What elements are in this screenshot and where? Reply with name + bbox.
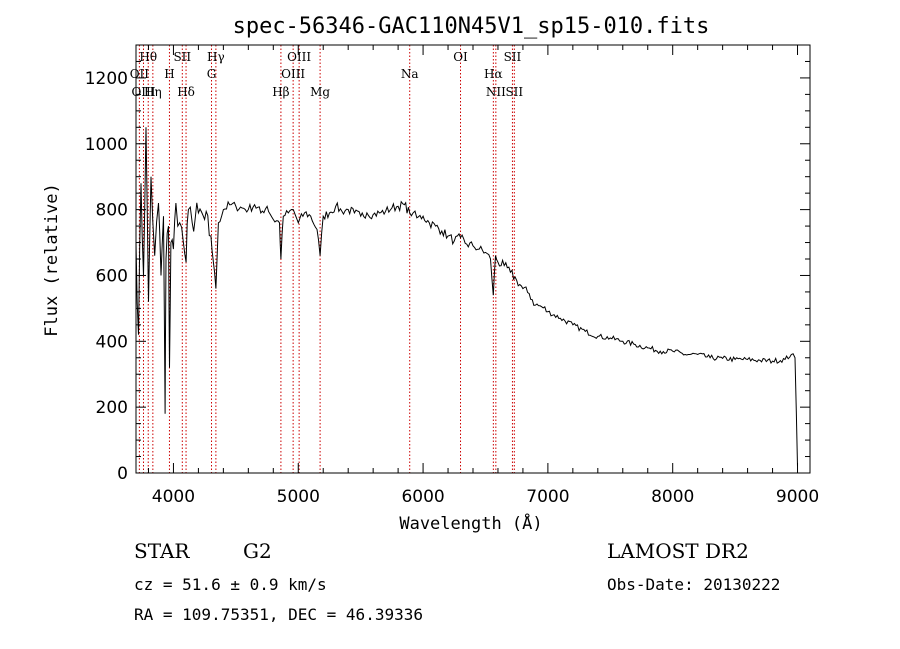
redshift-text: cz = 51.6 ± 0.9 km/s bbox=[134, 575, 327, 594]
line-label-6: Hδ bbox=[177, 85, 195, 99]
y-tick-label: 600 bbox=[96, 266, 128, 286]
line-label-3: Hη bbox=[144, 85, 162, 99]
chart-title: spec-56346-GAC110N45V1_sp15-010.fits bbox=[233, 14, 710, 39]
line-label-4: H bbox=[164, 67, 174, 81]
x-tick-label: 4000 bbox=[152, 487, 195, 507]
x-tick-label: 5000 bbox=[277, 487, 320, 507]
line-label-18: SII bbox=[505, 85, 523, 99]
line-label-8: G bbox=[207, 67, 217, 81]
x-axis-ticks: 4000 5000 6000 7000 8000 9000 bbox=[147, 45, 819, 507]
obs-date-text: Obs-Date: 20130222 bbox=[607, 575, 780, 594]
line-labels: HθOIIOIIIHηHSIIHδHγGHβOIIIOIIIMgNaOIHαNI… bbox=[130, 50, 524, 99]
line-label-16: NII bbox=[486, 85, 506, 99]
y-tick-label: 1000 bbox=[85, 135, 128, 155]
y-tick-label: 800 bbox=[96, 201, 128, 221]
y-tick-label: 1200 bbox=[85, 69, 128, 89]
survey-label: LAMOST DR2 bbox=[607, 539, 749, 563]
x-tick-label: 6000 bbox=[401, 487, 444, 507]
y-axis-label: Flux (relative) bbox=[42, 183, 62, 337]
y-tick-label: 200 bbox=[96, 398, 128, 418]
x-tick-label: 7000 bbox=[526, 487, 569, 507]
line-markers bbox=[138, 45, 515, 473]
line-label-11: OIII bbox=[287, 50, 311, 64]
x-tick-label: 9000 bbox=[776, 487, 819, 507]
y-tick-label: 0 bbox=[117, 464, 128, 484]
coordinates-text: RA = 109.75351, DEC = 46.39336 bbox=[134, 605, 423, 624]
line-label-2: OIII bbox=[131, 85, 155, 99]
x-axis-label: Wavelength (Å) bbox=[399, 512, 542, 534]
x-tick-label: 8000 bbox=[651, 487, 694, 507]
y-axis-ticks: 0 200 400 600 800 1000 1200 bbox=[85, 44, 810, 484]
spectrum-line bbox=[135, 127, 798, 467]
line-label-9: Hβ bbox=[272, 85, 289, 99]
spectrum-series bbox=[135, 127, 798, 467]
line-label-0: Hθ bbox=[139, 50, 157, 64]
line-label-12: Mg bbox=[310, 85, 330, 99]
line-label-14: OI bbox=[453, 50, 468, 64]
class-label: STAR bbox=[134, 539, 190, 563]
line-label-15: Hα bbox=[484, 67, 503, 81]
plot-frame bbox=[135, 44, 811, 474]
line-label-13: Na bbox=[401, 67, 419, 81]
line-label-5: SII bbox=[173, 50, 191, 64]
line-label-1: OII bbox=[130, 67, 150, 81]
subclass-label: G2 bbox=[243, 539, 272, 563]
line-label-10: OIII bbox=[281, 67, 305, 81]
y-tick-label: 400 bbox=[96, 332, 128, 352]
line-label-7: Hγ bbox=[207, 50, 225, 64]
line-label-17: SII bbox=[504, 50, 522, 64]
